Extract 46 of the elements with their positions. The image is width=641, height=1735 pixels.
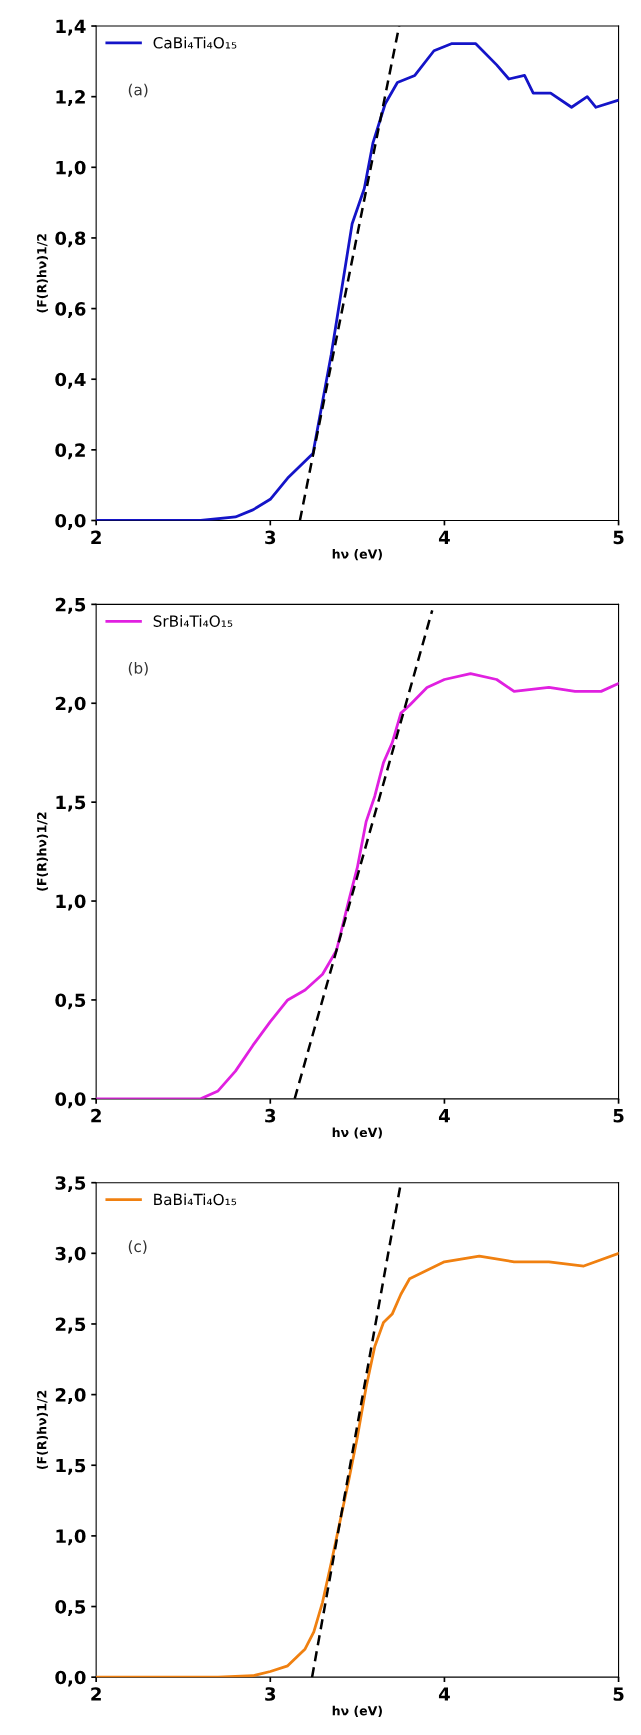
y-tick-label: 0,8 [55, 231, 86, 248]
x-tick-label: 5 [613, 1687, 624, 1701]
y-tick-label: 1,4 [56, 19, 86, 36]
y-tick-label: 1,5 [56, 1458, 86, 1475]
annotation: (a) [128, 83, 148, 98]
y-tick-label: 1,0 [56, 160, 86, 177]
x-tick-label: 2 [91, 1108, 101, 1123]
x-axis-title: hν (eV) [332, 1705, 382, 1717]
legend-label: BaBi₄Ti₄O₁₅ [154, 1193, 237, 1206]
y-tick-label: 0,4 [55, 372, 86, 389]
annotation: (b) [128, 661, 148, 676]
y-tick-label: 3,5 [55, 1176, 86, 1193]
y-axis-title: (F(R)hν)1/2 [36, 812, 48, 891]
x-tick-label: 2 [91, 1687, 101, 1701]
y-tick-label: 0,0 [55, 1092, 86, 1109]
x-tick-label: 5 [613, 530, 624, 545]
y-tick-label: 1,0 [56, 894, 86, 911]
y-tick-label: 1,0 [56, 1529, 86, 1546]
y-tick-label: 2,0 [55, 696, 86, 713]
x-tick-label: 4 [438, 1109, 450, 1123]
y-tick-label: 0,6 [55, 302, 86, 319]
y-tick-label: 3,0 [55, 1246, 86, 1263]
legend-label: CaBi₄Ti₄O₁₅ [153, 36, 237, 49]
annotation: (c) [128, 1240, 147, 1254]
y-axis-title: (F(R)hν)1/2 [36, 234, 48, 313]
y-tick-label: 2,0 [55, 1388, 86, 1405]
y-tick-label: 0,0 [55, 513, 86, 530]
x-tick-label: 3 [265, 1687, 276, 1701]
y-tick-label: 1,2 [56, 90, 85, 107]
legend-label: SrBi₄Ti₄O₁₅ [153, 615, 233, 627]
y-tick-label: 0,5 [55, 1599, 86, 1616]
y-tick-label: 2,5 [55, 1317, 86, 1334]
y-tick-label: 2,5 [55, 597, 86, 614]
x-tick-label: 4 [438, 1687, 450, 1701]
x-axis-title: hν (eV) [332, 1127, 382, 1139]
x-tick-label: 3 [265, 530, 276, 545]
x-tick-label: 4 [438, 530, 450, 544]
x-axis-title: hν (eV) [332, 549, 382, 561]
y-axis-title: (F(R)hν)1/2 [36, 1390, 48, 1470]
y-tick-label: 0,0 [55, 1670, 86, 1687]
x-tick-label: 3 [265, 1108, 276, 1123]
y-tick-label: 1,5 [56, 795, 86, 812]
y-tick-label: 0,5 [55, 993, 86, 1010]
y-tick-label: 0,2 [55, 443, 85, 460]
x-tick-label: 2 [91, 530, 101, 544]
x-tick-label: 5 [613, 1109, 624, 1123]
